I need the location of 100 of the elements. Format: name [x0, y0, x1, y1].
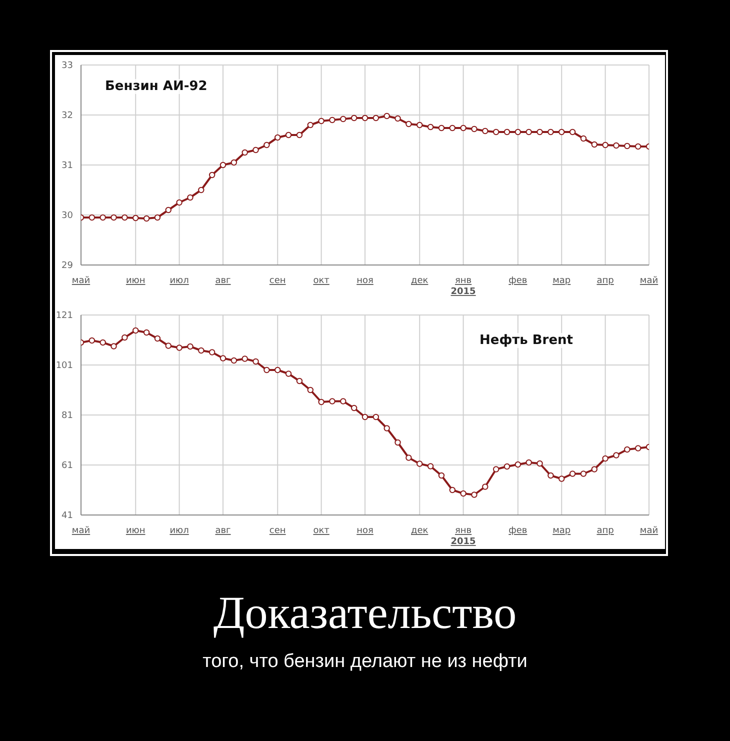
point — [230, 357, 238, 364]
x-tick-label: фев — [508, 276, 528, 286]
x-tick-label: дек — [411, 276, 429, 286]
text: того, что бензин делают не из нефти — [202, 651, 528, 673]
x-tick-label: июн — [126, 276, 146, 286]
point — [88, 214, 96, 221]
point — [526, 128, 532, 136]
point — [591, 466, 598, 472]
point — [438, 472, 445, 479]
point — [100, 339, 106, 346]
point — [613, 142, 620, 149]
point — [176, 344, 182, 351]
point — [296, 378, 303, 384]
x-tick-label: янв 2015 — [450, 276, 476, 297]
text: Доказательство — [212, 586, 518, 640]
point — [591, 141, 598, 148]
y-tick-label: 121 — [56, 311, 73, 322]
point — [252, 358, 259, 365]
x-tick-label: июл — [170, 526, 189, 536]
point — [230, 159, 238, 166]
point — [416, 460, 423, 467]
point — [198, 347, 204, 354]
point — [482, 128, 488, 134]
point — [154, 335, 161, 342]
point — [350, 404, 358, 412]
x-tick-label: окт — [313, 526, 330, 536]
point — [449, 486, 456, 494]
point — [132, 214, 139, 222]
point — [406, 120, 412, 128]
text: Бензин АИ-92 — [105, 79, 208, 94]
point — [624, 446, 630, 453]
point — [110, 214, 117, 221]
point — [372, 414, 380, 420]
y-tick-label: 29 — [62, 261, 74, 272]
point — [296, 132, 303, 138]
point — [384, 112, 390, 120]
point — [208, 349, 216, 356]
point — [384, 425, 390, 432]
point — [165, 206, 172, 214]
point — [285, 370, 292, 377]
point — [427, 463, 434, 470]
x-tick-label: фев — [508, 526, 528, 536]
x-tick-label: май — [640, 276, 658, 286]
point — [492, 128, 500, 136]
point — [416, 122, 423, 128]
point — [122, 214, 128, 221]
point — [504, 128, 510, 136]
point — [471, 126, 478, 132]
point — [536, 128, 543, 136]
point — [492, 466, 500, 472]
text: Нефть Brent — [480, 333, 573, 348]
point — [427, 124, 434, 130]
point — [406, 454, 412, 461]
point — [143, 329, 150, 336]
point — [340, 398, 346, 404]
x-tick-label: ноя — [356, 276, 374, 286]
y-tick-label: 41 — [62, 511, 73, 522]
point — [318, 398, 324, 406]
x-tick-label: дек — [411, 526, 429, 536]
point — [504, 463, 510, 470]
point — [274, 134, 281, 141]
x-tick-label: май — [72, 276, 90, 286]
x-tick-label: окт — [313, 276, 330, 286]
point — [242, 149, 248, 156]
y-tick-label: 33 — [62, 61, 73, 72]
point — [307, 386, 314, 394]
point — [514, 461, 522, 468]
point — [264, 142, 270, 148]
y-tick-label: 30 — [62, 211, 74, 222]
point — [394, 439, 401, 446]
point — [274, 366, 281, 374]
point — [198, 186, 204, 194]
point — [634, 143, 642, 150]
point — [220, 355, 226, 362]
x-tick-label: апр — [596, 276, 614, 286]
point — [88, 337, 96, 344]
point — [438, 124, 445, 132]
point — [143, 215, 150, 222]
point — [460, 490, 466, 497]
point — [318, 118, 324, 124]
point — [613, 452, 620, 458]
point — [252, 146, 259, 154]
point — [187, 343, 194, 350]
point — [526, 459, 532, 466]
point — [132, 327, 139, 334]
point — [394, 115, 401, 122]
point — [460, 124, 466, 132]
point — [602, 142, 608, 148]
point — [558, 128, 565, 136]
x-tick-label: ноя — [356, 526, 374, 536]
y-tick-label: 81 — [62, 411, 73, 422]
point — [569, 128, 576, 136]
y-tick-label: 32 — [62, 111, 73, 122]
point — [329, 398, 336, 404]
point — [634, 445, 642, 452]
x-tick-label: июл — [170, 276, 189, 286]
point — [187, 194, 194, 201]
point — [548, 472, 554, 479]
point — [471, 492, 478, 498]
point — [220, 162, 226, 168]
